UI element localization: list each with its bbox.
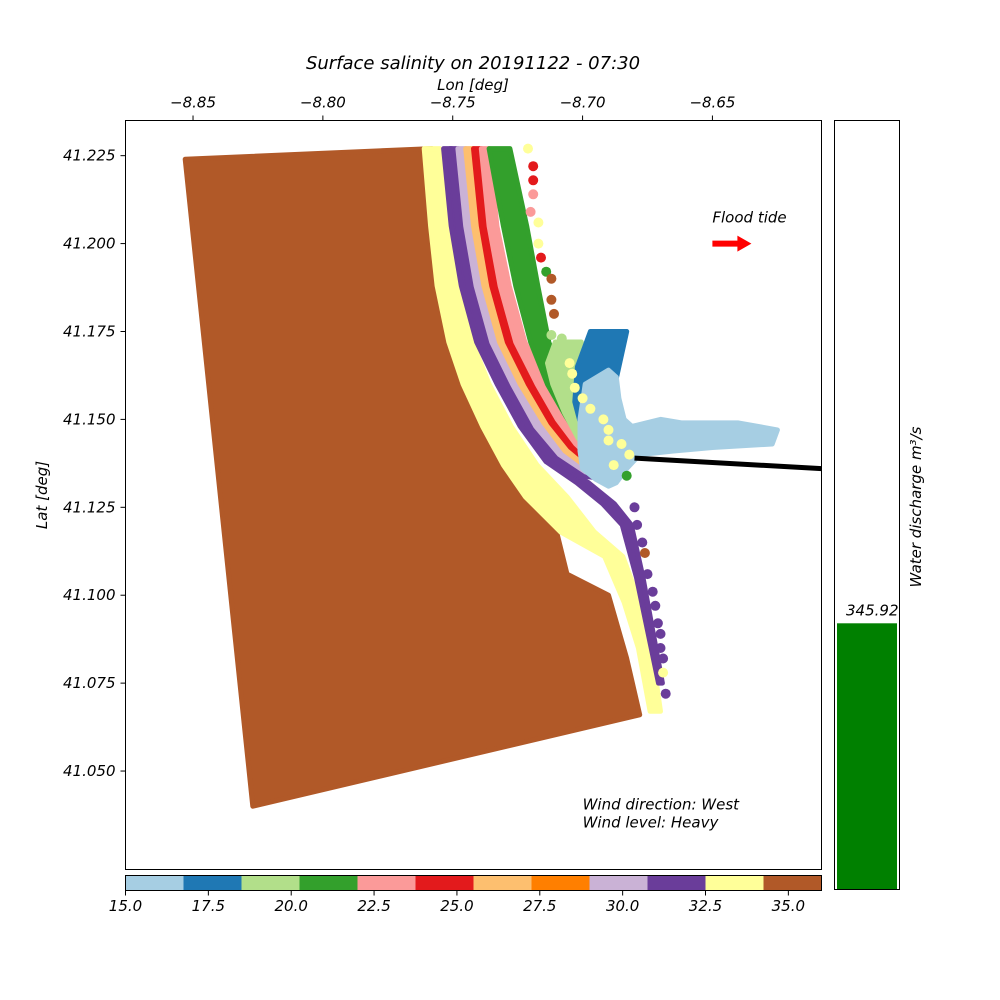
colorbar-swatch (763, 875, 822, 891)
colorbar-swatch (125, 875, 184, 891)
coast-marker (585, 403, 596, 414)
coast-marker (639, 548, 650, 558)
colorbar-tick-label: 22.5 (357, 897, 390, 915)
colorbar-swatch (299, 875, 358, 891)
lat-tick-label: 41.225 (63, 147, 116, 165)
colorbar-tick-label: 30.0 (606, 897, 639, 915)
lon-axis-label: Lon [deg] (437, 76, 509, 94)
coast-marker (556, 333, 567, 344)
colorbar-tick-label: 17.5 (192, 897, 225, 915)
lat-tick-label: 41.150 (63, 410, 116, 428)
lat-tick-label: 41.100 (63, 586, 116, 604)
colorbar-swatch (647, 875, 706, 891)
colorbar-swatch (589, 875, 648, 891)
transect-line (634, 455, 822, 472)
colorbar-swatch (357, 875, 416, 891)
lat-tick-label: 41.050 (63, 762, 116, 780)
flood-tide-arrow (712, 235, 752, 252)
coast-marker (533, 238, 544, 249)
discharge-panel: 345.92 Water discharge m³/s (834, 120, 925, 890)
lon-axis-ticks: −8.85 −8.80 −8.75 −8.70 −8.65 (170, 94, 735, 121)
colorbar-swatch (241, 875, 300, 891)
chart-title: Surface salinity on 20191122 - 07:30 (306, 53, 640, 74)
coast-marker (603, 435, 614, 446)
coast-marker (650, 600, 661, 611)
salinity-band (421, 146, 663, 714)
coast-marker (567, 368, 578, 379)
discharge-value-label: 345.92 (846, 601, 899, 619)
coast-marker (528, 189, 539, 200)
coast-marker (598, 414, 609, 425)
map-frame (125, 120, 822, 870)
coast-marker (528, 161, 539, 172)
colorbar-tick-label: 27.5 (523, 897, 556, 915)
map-annotation: Wind direction: West (583, 796, 741, 814)
coast-marker (624, 449, 635, 460)
lon-tick-label: −8.70 (560, 94, 606, 112)
coast-marker (533, 217, 544, 228)
lat-tick-label: 41.075 (63, 674, 116, 692)
lon-tick-label: −8.80 (300, 94, 346, 112)
coast-marker (536, 252, 546, 263)
coast-marker (658, 667, 669, 678)
coast-marker (603, 424, 614, 435)
coast-marker (546, 273, 557, 284)
coast-marker (616, 439, 627, 449)
colorbar-tick-label: 20.0 (275, 897, 308, 915)
lon-tick-label: −8.85 (170, 94, 216, 112)
coast-marker (559, 347, 570, 358)
lat-tick-label: 41.200 (63, 235, 116, 253)
coast-marker (652, 618, 663, 629)
lat-axis-ticks: 41.225 41.200 41.175 41.150 41.125 41.100 41.0… (63, 147, 126, 780)
map-annotation: Wind level: Heavy (583, 813, 720, 831)
coast-marker (655, 628, 666, 639)
colorbar-tick-label: 35.0 (772, 897, 805, 915)
colorbar-frame (125, 875, 822, 891)
coast-markers (523, 143, 671, 699)
coast-marker (632, 519, 643, 530)
coast-marker (642, 569, 653, 580)
colorbar-ticks: 15.0 17.5 20.0 22.5 25.0 27.5 30.0 32.5 35.0 (109, 890, 805, 915)
coast-marker (660, 688, 671, 699)
coast-marker (549, 308, 559, 319)
coast-marker (647, 586, 658, 597)
colorbar-tick-label: 32.5 (689, 897, 722, 915)
lat-tick-label: 41.175 (63, 322, 116, 340)
colorbar-swatch (473, 875, 532, 891)
coast-marker (523, 143, 533, 154)
lon-tick-label: −8.75 (430, 94, 476, 112)
coast-marker (621, 470, 632, 481)
coast-marker (541, 266, 552, 277)
coast-marker (546, 294, 557, 305)
discharge-bar (837, 623, 897, 889)
coast-marker (637, 537, 648, 548)
colorbar-swatch (705, 875, 764, 891)
lon-tick-label: −8.65 (689, 94, 735, 112)
coast-marker (569, 382, 580, 393)
lat-axis-label: Lat [deg] (33, 461, 51, 529)
coast-marker (658, 653, 669, 664)
colorbar-swatches (125, 875, 822, 891)
salinity-field (182, 146, 780, 809)
colorbar-tick-label: 25.0 (440, 897, 473, 915)
lat-tick-label: 41.125 (63, 498, 116, 516)
colorbar-swatch (415, 875, 474, 891)
colorbar-swatch (531, 875, 590, 891)
coast-marker (564, 358, 575, 369)
colorbar-swatch (183, 875, 242, 891)
coast-marker (528, 175, 539, 186)
colorbar-tick-label: 15.0 (109, 897, 142, 915)
coast-marker (525, 206, 536, 217)
coast-marker (577, 393, 588, 404)
coast-marker (629, 502, 640, 513)
discharge-axis-label: Water discharge m³/s (907, 426, 925, 587)
coast-marker (546, 330, 557, 340)
map-annotation: Flood tide (712, 209, 786, 227)
salinity-colorbar: 15.0 17.5 20.0 22.5 25.0 27.5 30.0 32.5 35.0 (109, 875, 822, 915)
coast-marker (655, 643, 666, 653)
coast-marker (608, 460, 619, 471)
